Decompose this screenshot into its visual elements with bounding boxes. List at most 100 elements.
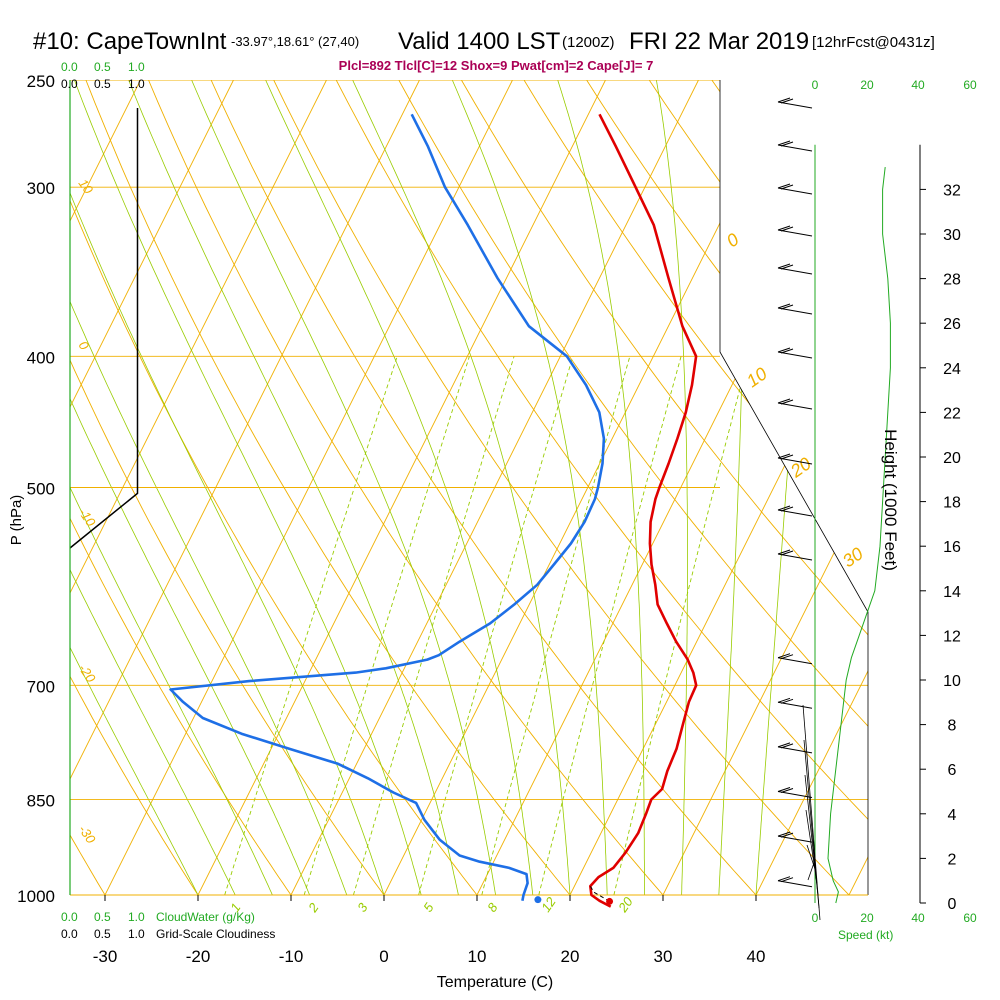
height-tick-label: 10 xyxy=(943,673,961,690)
wind-barb-flag xyxy=(777,183,791,189)
dry-adiabat-line xyxy=(385,80,868,895)
height-tick-label: 6 xyxy=(948,762,957,779)
moist-adiabat-line xyxy=(70,80,385,895)
height-tick-label: 0 xyxy=(948,896,957,913)
moist-adiabat-line xyxy=(656,80,688,895)
wind-scale-top-3: 60 xyxy=(963,78,977,92)
wind-barb-flag xyxy=(777,697,791,703)
dry-adiabat-line xyxy=(70,80,500,895)
pressure-tick-label: 850 xyxy=(27,791,55,810)
x-axis-title: Temperature (C) xyxy=(437,974,553,991)
wind-barb-lower xyxy=(806,844,817,873)
wind-barb-flag xyxy=(777,831,791,837)
wind-barb-flag xyxy=(777,140,791,146)
mixing-ratio-label: 2 xyxy=(305,900,322,916)
temperature-tick-label: 10 xyxy=(468,947,487,966)
wind-scale-bottom-2: 40 xyxy=(911,911,925,925)
cloud-scale-top: 0.0 0.5 1.0 0.0 0.5 1.0 xyxy=(61,60,145,91)
wind-barb xyxy=(777,263,813,275)
wind-barb xyxy=(777,303,813,315)
cloud-scale-bottom-black-2: 1.0 xyxy=(128,927,145,941)
valid-time: Valid 1400 LST xyxy=(398,28,561,55)
pressure-tick-label: 250 xyxy=(27,72,55,91)
dewpoint-profile xyxy=(169,113,606,902)
surface-temperature-marker xyxy=(606,897,614,905)
plot-boundary xyxy=(719,80,869,895)
sounding-indices: Plcl=892 Tlcl[C]=12 Shox=9 Pwat[cm]=2 Ca… xyxy=(339,58,654,73)
dry-adiabat-line xyxy=(199,80,783,895)
dry-adiabat-line xyxy=(76,80,595,895)
cloud-scale-bottom-green-2: 1.0 xyxy=(128,910,145,924)
wind-barb-flag xyxy=(777,263,791,269)
isotherm-label-right: 0 xyxy=(723,229,743,251)
wind-barb-flag xyxy=(780,348,794,354)
wind-scale-top-0: 0 xyxy=(812,78,819,92)
dry-adiabat-line xyxy=(447,80,868,895)
wind-barb-staff xyxy=(777,144,813,152)
wind-speed-scale: 0 20 40 60 0 20 40 60 Speed (kt) xyxy=(812,78,977,942)
isotherm-line xyxy=(755,80,868,895)
wind-barb-flag xyxy=(777,787,791,792)
mixing-ratio-line xyxy=(224,356,398,895)
wind-barb-flag xyxy=(780,877,794,883)
wind-barb-flag xyxy=(780,184,794,190)
wind-barb xyxy=(777,653,813,665)
wind-barb-lower xyxy=(807,859,816,881)
wind-barb-flag xyxy=(780,454,794,460)
valid-date: FRI 22 Mar 2019 xyxy=(629,28,809,55)
dry-adiabat-line xyxy=(70,80,218,895)
wind-barb-staff xyxy=(777,509,813,517)
wind-barb xyxy=(777,140,813,152)
wind-barb-flag xyxy=(780,226,794,232)
cloud-scale-bottom-black-0: 0.0 xyxy=(61,927,78,941)
moist-adiabat-line xyxy=(191,80,496,895)
wind-scale-top-1: 20 xyxy=(860,78,874,92)
wind-barb-staff xyxy=(777,402,813,410)
dry-adiabat-line xyxy=(818,80,868,895)
dry-adiabat-line xyxy=(70,80,312,895)
wind-barb-flag xyxy=(780,98,794,104)
wind-barb xyxy=(777,697,813,709)
wind-barb xyxy=(777,183,813,195)
grid-clip-group xyxy=(70,80,868,895)
height-tick-label: 4 xyxy=(948,807,957,824)
mixing-ratio-label: 12 xyxy=(538,894,559,915)
height-tick-label: 30 xyxy=(943,227,961,244)
wind-scale-top-2: 40 xyxy=(911,78,925,92)
temperature-tick-label: -30 xyxy=(93,947,118,966)
wind-barb-flag xyxy=(780,654,794,660)
moist-adiabat-line xyxy=(70,80,199,895)
height-tick-label: 24 xyxy=(943,361,961,378)
pressure-tick-label: 400 xyxy=(27,348,55,367)
isotherm-line xyxy=(70,80,234,895)
moist-adiabat-line xyxy=(70,80,273,895)
wind-barb-flag xyxy=(780,506,794,512)
wind-barb-flag xyxy=(777,303,791,309)
height-tick-label: 32 xyxy=(943,182,961,199)
surface-dewpoint-marker xyxy=(534,896,542,904)
moist-adiabat-line xyxy=(70,80,236,895)
wind-barb-lower xyxy=(805,809,818,885)
temperature-tick-label: 20 xyxy=(561,947,580,966)
mixing-ratio-line xyxy=(418,356,574,895)
wind-barb xyxy=(777,225,813,237)
wind-barb xyxy=(777,347,813,359)
wind-barb-flag xyxy=(777,453,791,459)
wind-barb-staff xyxy=(777,701,813,709)
wind-barb-flag xyxy=(777,347,791,353)
y-axis-title: P (hPa) xyxy=(8,495,25,546)
sounding-profiles xyxy=(69,108,698,908)
mixing-ratio-label: 20 xyxy=(615,894,637,916)
isotherm-label-left: -30 xyxy=(76,822,100,847)
wind-barb-flag xyxy=(780,832,794,838)
wind-barb-staff xyxy=(777,880,813,888)
wind-profile xyxy=(777,97,891,921)
wind-barb xyxy=(777,398,813,410)
wind-barb-staff xyxy=(777,307,813,315)
moist-adiabat-line xyxy=(451,80,608,895)
pressure-tick-label: 700 xyxy=(27,677,55,696)
cloud-scale-bottom-green-1: 0.5 xyxy=(94,910,111,924)
wind-barb-staff xyxy=(777,457,813,465)
zulu-time: (1200Z) xyxy=(562,34,615,51)
